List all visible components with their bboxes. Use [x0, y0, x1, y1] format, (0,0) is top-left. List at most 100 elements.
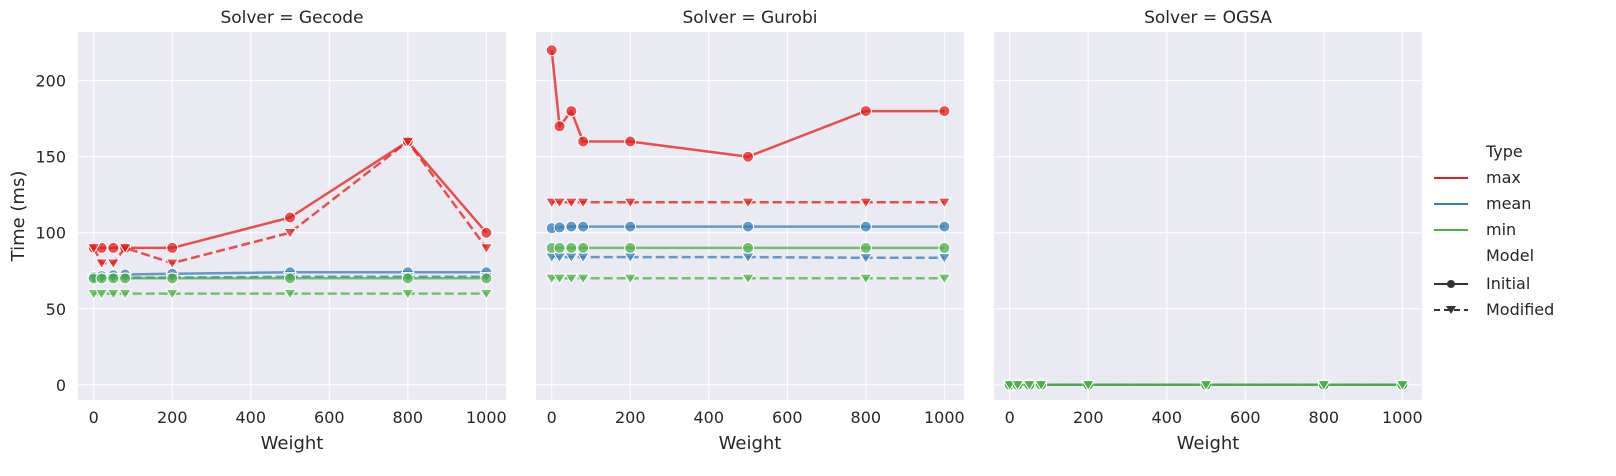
data-point-triangle: [623, 197, 638, 209]
x-tick-label: 0: [1005, 408, 1015, 427]
data-point-circle: [565, 105, 578, 118]
legend-marker-triangle: [1446, 306, 1456, 314]
data-point-circle: [577, 135, 590, 148]
series-max-initial: [545, 44, 951, 163]
data-point-circle: [95, 272, 108, 285]
data-point-triangle: [106, 288, 121, 300]
y-tick-label: 100: [35, 224, 66, 243]
facet-title: Solver = Gurobi: [683, 8, 818, 28]
legend: Type max mean min Model Initial Modified: [1434, 142, 1554, 319]
data-point-triangle: [283, 228, 297, 240]
y-tick-label: 150: [35, 148, 66, 167]
data-point-circle: [401, 272, 414, 285]
data-point-triangle: [552, 273, 567, 285]
data-point-circle: [553, 221, 566, 234]
facet-panel-gurobi: Solver = Gurobi 0 200 400 600 800 1000 Weight: [536, 8, 965, 454]
data-point-circle: [859, 241, 872, 254]
data-point-triangle: [94, 288, 109, 300]
gridlines: [78, 32, 506, 400]
data-point-circle: [107, 241, 120, 254]
y-tick-label: 0: [56, 376, 66, 395]
y-tick-label: 50: [46, 300, 66, 319]
data-point-circle: [284, 272, 297, 285]
data-point-triangle: [937, 273, 952, 285]
facet-title: Solver = OGSA: [1144, 8, 1272, 28]
x-axis-title: Weight: [261, 433, 324, 454]
data-point-triangle: [741, 197, 755, 209]
x-tick-label: 200: [615, 408, 646, 427]
series-min-modified: [544, 273, 952, 285]
data-point-triangle: [1081, 380, 1096, 392]
data-point-triangle: [400, 136, 415, 148]
y-tick-label: 200: [35, 72, 66, 91]
x-tick-label: 400: [693, 408, 724, 427]
data-point-circle: [859, 105, 872, 118]
y-axis-title: Time (ms): [8, 171, 29, 263]
x-tick-label: 200: [157, 408, 188, 427]
x-tick-label: 0: [547, 408, 557, 427]
x-tick-label: 0: [89, 408, 99, 427]
x-tick-label: 800: [1309, 408, 1340, 427]
data-point-circle: [553, 120, 566, 133]
x-axis-title: Weight: [1177, 433, 1240, 454]
x-tick-label: 1000: [466, 408, 507, 427]
legend-title-model: Model: [1486, 246, 1534, 265]
x-tick-label: 1000: [1382, 408, 1423, 427]
series-min-initial: [87, 272, 493, 285]
data-point-circle: [938, 220, 951, 233]
data-point-triangle: [86, 243, 101, 255]
data-point-circle: [624, 241, 637, 254]
series-group: [544, 44, 952, 285]
series-line: [551, 255, 945, 260]
series-mean-initial: [545, 220, 951, 235]
series-min-modified: [1002, 380, 1410, 392]
data-point-triangle: [165, 288, 180, 300]
data-point-circle: [742, 220, 755, 233]
series-max-modified: [86, 136, 494, 270]
data-point-circle: [624, 220, 637, 233]
data-point-circle: [166, 241, 179, 254]
gridlines: [536, 32, 964, 400]
plot-background: [536, 32, 964, 400]
data-point-triangle: [552, 197, 567, 209]
data-point-circle: [938, 105, 951, 118]
data-point-circle: [107, 272, 120, 285]
legend-marker-circle: [1447, 280, 1455, 288]
data-point-triangle: [937, 197, 952, 209]
data-point-triangle: [1010, 380, 1025, 392]
data-point-triangle: [858, 197, 873, 209]
facet-title: Solver = Gecode: [220, 8, 363, 28]
data-point-triangle: [1022, 380, 1037, 392]
data-point-triangle: [576, 273, 591, 285]
data-point-triangle: [118, 243, 133, 255]
data-point-triangle: [400, 288, 415, 300]
data-point-circle: [480, 272, 493, 285]
x-tick-label: 600: [1230, 408, 1261, 427]
data-point-triangle: [118, 288, 133, 300]
x-tick-label: 600: [772, 408, 803, 427]
data-point-circle: [577, 220, 590, 233]
series-group: [1002, 378, 1410, 392]
data-point-circle: [565, 220, 578, 233]
legend-label-initial: Initial: [1486, 274, 1530, 293]
series-min-initial: [545, 241, 951, 254]
data-point-triangle: [623, 273, 638, 285]
x-tick-label: 600: [314, 408, 345, 427]
data-point-triangle: [1199, 380, 1213, 392]
legend-label-min: min: [1486, 220, 1516, 239]
x-tick-label: 1000: [924, 408, 965, 427]
data-point-triangle: [741, 273, 755, 285]
data-point-triangle: [283, 288, 297, 300]
data-point-circle: [742, 241, 755, 254]
data-point-circle: [480, 226, 493, 239]
legend-title-type: Type: [1485, 142, 1523, 161]
data-point-circle: [742, 150, 755, 163]
series-max-modified: [544, 197, 952, 209]
data-point-circle: [577, 241, 590, 254]
legend-label-max: max: [1486, 168, 1521, 187]
data-point-circle: [284, 211, 297, 224]
data-point-circle: [938, 241, 951, 254]
legend-label-modified: Modified: [1486, 300, 1554, 319]
